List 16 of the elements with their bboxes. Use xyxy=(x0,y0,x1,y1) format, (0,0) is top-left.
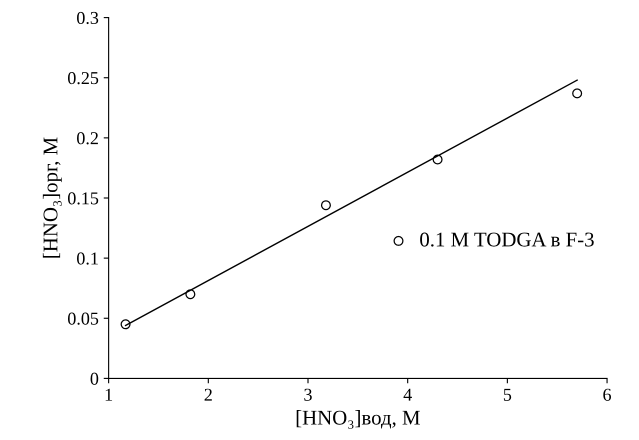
x-tick-label: 5 xyxy=(504,388,512,401)
y-tick-label: 0 xyxy=(90,372,98,385)
x-tick-label: 4 xyxy=(404,388,412,401)
y-tick-label: 0.15 xyxy=(68,192,98,205)
y-tick-label: 0.2 xyxy=(77,132,98,144)
y-tick-label: 0.1 xyxy=(77,252,98,265)
x-tick-label: 2 xyxy=(204,388,212,401)
y-tick-label: 0.05 xyxy=(68,312,98,325)
x-tick-label: 6 xyxy=(603,388,612,401)
legend-label: 0.1 M TODGA в F-3 xyxy=(420,232,594,247)
y-axis-title: [HNO₃]орг, М xyxy=(42,137,62,258)
y-tick-label: 0.25 xyxy=(68,72,98,84)
x-tick-label: 3 xyxy=(304,388,312,401)
x-tick-label: 1 xyxy=(106,388,112,401)
y-tick-label: 0.3 xyxy=(77,12,98,24)
x-axis-title: [HNO₃]вод, М xyxy=(296,410,420,429)
